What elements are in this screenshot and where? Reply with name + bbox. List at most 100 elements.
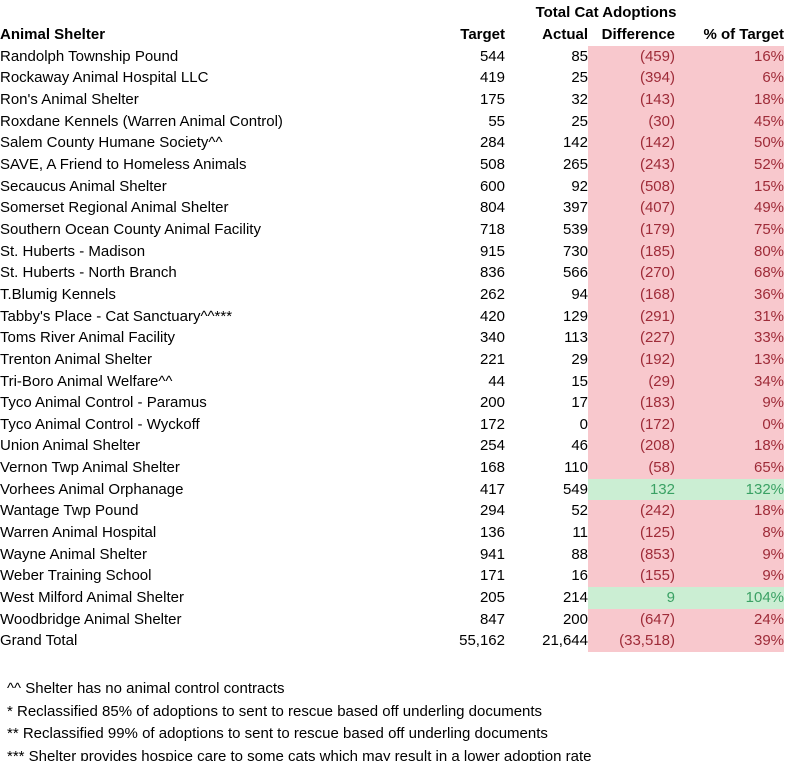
pct-of-target-value-cell: 132% [675,478,785,501]
pct-of-target-value-cell: 45% [675,110,785,133]
difference-value-cell: 9 [588,587,675,609]
target-value-cell: 847 [479,610,505,628]
table-row: Toms River Animal Facility 340 113 (227) 33% [0,327,785,349]
difference-value-cell: (508) [588,175,675,198]
pct-of-target-value-cell: 49% [675,197,785,219]
difference-value-cell: (185) [588,240,675,263]
table-row: Salem County Humane Society^^ 284 142 (142)… [0,132,785,154]
pct-of-target-value-cell: 15% [675,175,785,198]
table-row: Tyco Animal Control - Paramus 200 17 (183) 9… [0,392,785,414]
table-row: Wayne Animal Shelter 941 88 (853) 9% [0,543,785,566]
shelter-name-cell: Weber Training School [0,567,152,585]
difference-value-cell: (30) [588,110,675,133]
actual-value-cell: 21,644 [542,632,588,650]
table-row: St. Huberts - North Branch 836 566 (270) 68% [0,262,785,284]
target-value-cell: 254 [479,437,505,455]
pct-of-target-value-cell: 65% [675,457,785,479]
actual-value-cell: 88 [571,545,588,563]
table-row: Grand Total 55,162 21,644 (33,518) 39% [0,630,785,653]
pct-of-target-value-cell: 8% [675,522,785,544]
pct-of-target-value-cell: 9% [675,543,785,566]
target-value-cell: 55 [488,112,505,130]
shelter-name-cell: Randolph Township Pound [0,47,179,65]
difference-value-cell: (33,518) [588,630,675,653]
shelter-name-cell: Roxdane Kennels (Warren Animal Control) [0,112,283,130]
footnote-reclassified-85: * Reclassified 85% of adoptions to sent … [7,702,543,720]
table-row: West Milford Animal Shelter 205 214 9 104% [0,587,785,609]
actual-value-cell: 549 [562,480,588,498]
target-value-cell: 340 [479,329,505,347]
pct-of-target-value-cell: 9% [675,565,785,588]
table-row: Union Animal Shelter 254 46 (208) 18% [0,435,785,458]
table-row: Wantage Twp Pound 294 52 (242) 18% [0,500,785,523]
target-value-cell: 544 [479,47,505,65]
actual-value-cell: 17 [571,394,588,412]
footnotes: ^^ Shelter has no animal control contrac… [0,678,789,761]
difference-value-cell: (459) [588,45,675,68]
shelter-name-cell: Wayne Animal Shelter [0,545,148,563]
shelter-name-cell: Ron's Animal Shelter [0,90,139,108]
table-row: Southern Ocean County Animal Facility 718… [0,218,785,241]
table-row: Tabby's Place - Cat Sanctuary^^*** 420 129… [0,305,785,328]
pct-of-target-value-cell: 104% [675,587,785,609]
difference-value-cell: (155) [588,565,675,588]
actual-value-cell: 25 [571,69,588,87]
table-row: Randolph Township Pound 544 85 (459) 16% [0,45,785,68]
difference-value-cell: (853) [588,543,675,566]
shelter-name-cell: T.Blumig Kennels [0,285,116,303]
shelter-name-cell: Vorhees Animal Orphanage [0,480,184,498]
pct-of-target-value-cell: 52% [675,153,785,176]
target-value-cell: 55,162 [459,632,505,650]
difference-value-cell: (29) [588,370,675,393]
actual-value-cell: 29 [571,350,588,368]
shelter-name-cell: Rockaway Animal Hospital LLC [0,69,209,87]
target-value-cell: 44 [488,372,505,390]
target-value-cell: 175 [479,90,505,108]
shelter-name-cell: Salem County Humane Society^^ [0,134,223,152]
pct-of-target-value-cell: 34% [675,370,785,393]
target-value-cell: 262 [479,285,505,303]
difference-value-cell: (291) [588,305,675,328]
target-value-cell: 172 [479,415,505,433]
pct-of-target-value-cell: 24% [675,608,785,631]
footnote-no-contracts: ^^ Shelter has no animal control contrac… [7,680,285,698]
table-row: SAVE, A Friend to Homeless Animals 508 265… [0,153,785,176]
actual-value-cell: 113 [564,329,588,347]
target-value-cell: 136 [479,524,505,542]
actual-value-cell: 397 [562,199,588,217]
pct-of-target-value-cell: 18% [675,88,785,111]
shelter-name-cell: St. Huberts - North Branch [0,264,177,282]
target-value-cell: 600 [479,177,505,195]
actual-value-cell: 11 [572,524,588,542]
pct-of-target-value-cell: 9% [675,392,785,414]
difference-value-cell: (227) [588,327,675,349]
shelter-name-cell: Southern Ocean County Animal Facility [0,220,261,238]
adoptions-table: Total Cat Adoptions Animal Shelter Targe… [0,2,785,653]
target-value-cell: 718 [479,220,505,238]
difference-value-cell: (242) [588,500,675,523]
shelter-name-cell: Grand Total [0,632,78,650]
table-title: Total Cat Adoptions [535,4,677,21]
target-value-cell: 508 [479,155,505,173]
actual-value-cell: 265 [562,155,588,173]
shelter-name-cell: Vernon Twp Animal Shelter [0,459,180,477]
target-value-cell: 221 [479,350,505,368]
actual-value-cell: 16 [571,567,588,585]
shelter-name-cell: Union Animal Shelter [0,437,141,455]
shelter-name-cell: SAVE, A Friend to Homeless Animals [0,155,247,173]
shelter-name-cell: Tyco Animal Control - Wyckoff [0,415,200,433]
target-value-cell: 200 [479,394,505,412]
column-header-shelter: Animal Shelter [0,26,106,43]
table-row: Rockaway Animal Hospital LLC 419 25 (394) 6% [0,67,785,89]
pct-of-target-value-cell: 18% [675,500,785,523]
table-row: Secaucus Animal Shelter 600 92 (508) 15% [0,175,785,198]
table-row: Warren Animal Hospital 136 11 (125) 8% [0,522,785,544]
difference-value-cell: (394) [588,67,675,89]
shelter-name-cell: Warren Animal Hospital [0,524,157,542]
table-row: Trenton Animal Shelter 221 29 (192) 13% [0,348,785,371]
pct-of-target-value-cell: 6% [675,67,785,89]
shelter-name-cell: Tabby's Place - Cat Sanctuary^^*** [0,307,233,325]
table-title-row: Total Cat Adoptions [0,2,784,24]
table-row: Woodbridge Animal Shelter 847 200 (647) 24% [0,608,785,631]
